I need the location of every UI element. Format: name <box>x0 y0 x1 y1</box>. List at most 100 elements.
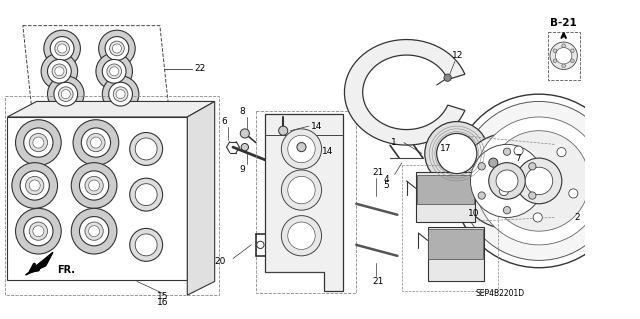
Circle shape <box>570 49 574 53</box>
Text: 9: 9 <box>239 165 245 174</box>
Circle shape <box>556 48 572 64</box>
Circle shape <box>562 64 566 68</box>
Circle shape <box>562 44 566 48</box>
Circle shape <box>297 143 306 152</box>
Circle shape <box>533 213 542 222</box>
Text: 10: 10 <box>468 209 479 218</box>
Circle shape <box>489 158 498 167</box>
Circle shape <box>20 171 49 200</box>
Circle shape <box>29 180 40 191</box>
Circle shape <box>71 163 117 208</box>
Circle shape <box>452 94 626 268</box>
Circle shape <box>79 171 109 200</box>
Circle shape <box>88 226 100 237</box>
Circle shape <box>102 59 126 83</box>
Text: 14: 14 <box>310 122 322 130</box>
Circle shape <box>58 87 73 101</box>
Circle shape <box>109 82 132 106</box>
Text: 6: 6 <box>221 117 227 126</box>
Polygon shape <box>7 101 214 117</box>
Circle shape <box>33 137 44 148</box>
Circle shape <box>116 90 125 99</box>
Circle shape <box>135 138 157 160</box>
Polygon shape <box>26 252 53 275</box>
Polygon shape <box>344 40 465 145</box>
Circle shape <box>44 30 81 67</box>
Circle shape <box>41 53 77 90</box>
Text: 17: 17 <box>440 145 452 153</box>
Circle shape <box>240 129 250 138</box>
Text: 16: 16 <box>157 298 168 307</box>
Circle shape <box>130 228 163 261</box>
Circle shape <box>444 74 451 81</box>
Circle shape <box>61 90 70 99</box>
Circle shape <box>525 167 553 195</box>
Polygon shape <box>417 174 474 204</box>
Circle shape <box>470 145 543 218</box>
Circle shape <box>135 184 157 206</box>
Circle shape <box>58 44 67 53</box>
Circle shape <box>52 64 67 78</box>
Circle shape <box>499 186 508 196</box>
Circle shape <box>71 208 117 254</box>
Circle shape <box>474 169 494 189</box>
Text: 11: 11 <box>639 145 640 153</box>
Text: SEP4B2201D: SEP4B2201D <box>475 289 524 298</box>
Text: FR.: FR. <box>56 265 75 276</box>
Circle shape <box>81 128 111 157</box>
Circle shape <box>47 59 71 83</box>
Text: 12: 12 <box>452 51 463 60</box>
Circle shape <box>109 67 119 76</box>
Circle shape <box>79 217 109 246</box>
Text: 2: 2 <box>575 213 580 222</box>
Circle shape <box>29 222 47 240</box>
Circle shape <box>288 222 315 249</box>
Circle shape <box>33 226 44 237</box>
Circle shape <box>553 49 557 53</box>
Circle shape <box>54 82 77 106</box>
Circle shape <box>425 122 489 185</box>
Circle shape <box>475 117 603 245</box>
Polygon shape <box>188 101 214 295</box>
Circle shape <box>12 163 58 208</box>
Circle shape <box>55 67 64 76</box>
Circle shape <box>504 206 511 214</box>
Circle shape <box>478 192 485 199</box>
Circle shape <box>241 144 248 151</box>
Circle shape <box>102 76 139 112</box>
Circle shape <box>282 129 321 169</box>
Circle shape <box>130 178 163 211</box>
Circle shape <box>15 120 61 165</box>
Circle shape <box>109 41 124 56</box>
Text: B-21: B-21 <box>550 18 577 28</box>
Circle shape <box>105 37 129 60</box>
Text: 8: 8 <box>239 107 245 116</box>
Circle shape <box>47 76 84 112</box>
Circle shape <box>468 163 500 196</box>
Text: 1: 1 <box>391 138 397 147</box>
Circle shape <box>278 126 288 135</box>
Polygon shape <box>7 117 188 279</box>
Circle shape <box>130 132 163 165</box>
Circle shape <box>85 176 103 195</box>
Circle shape <box>489 131 589 231</box>
Circle shape <box>496 170 518 192</box>
Text: 20: 20 <box>214 257 226 266</box>
Circle shape <box>569 189 578 198</box>
Circle shape <box>504 148 511 155</box>
Text: 4: 4 <box>384 174 389 184</box>
Circle shape <box>87 133 105 152</box>
Circle shape <box>90 137 101 148</box>
Circle shape <box>288 176 315 204</box>
Circle shape <box>29 133 47 152</box>
Circle shape <box>557 148 566 157</box>
Circle shape <box>107 64 122 78</box>
Circle shape <box>55 41 69 56</box>
Circle shape <box>436 133 477 174</box>
Text: 21: 21 <box>372 277 384 286</box>
Circle shape <box>26 176 44 195</box>
Circle shape <box>51 37 74 60</box>
Text: 22: 22 <box>195 64 206 73</box>
Polygon shape <box>428 226 484 281</box>
Circle shape <box>529 192 536 199</box>
